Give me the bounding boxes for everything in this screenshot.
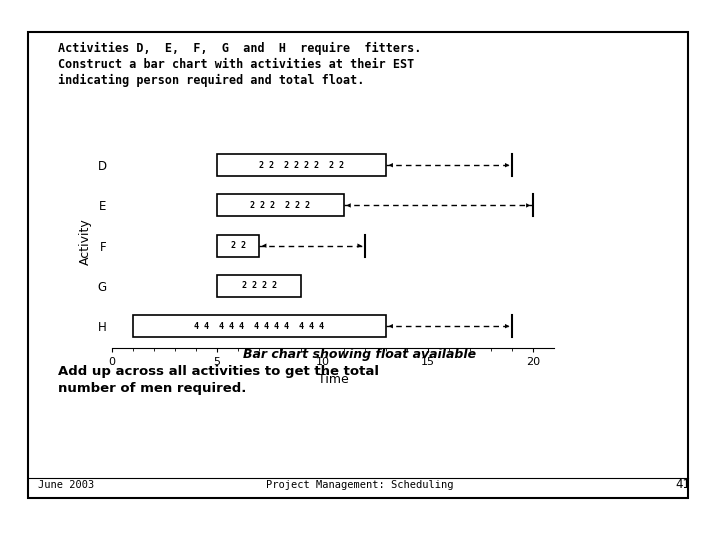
Y-axis label: Activity: Activity bbox=[79, 218, 92, 265]
Bar bbox=[217, 275, 302, 297]
Text: June 2003: June 2003 bbox=[38, 480, 94, 490]
Text: 2 2: 2 2 bbox=[230, 241, 246, 250]
Text: 2 2  2 2 2 2  2 2: 2 2 2 2 2 2 2 2 bbox=[259, 161, 344, 170]
Text: 2 2 2 2: 2 2 2 2 bbox=[242, 281, 276, 291]
Bar bbox=[28, 32, 688, 498]
Bar bbox=[217, 234, 259, 256]
Text: Bar chart showing float available: Bar chart showing float available bbox=[243, 348, 477, 361]
Text: Activities D,  E,  F,  G  and  H  require  fitters.: Activities D, E, F, G and H require fitt… bbox=[58, 42, 421, 55]
X-axis label: Time: Time bbox=[318, 373, 348, 386]
Text: number of men required.: number of men required. bbox=[58, 382, 246, 395]
Text: 2 2 2  2 2 2: 2 2 2 2 2 2 bbox=[251, 201, 310, 210]
Text: 4 4  4 4 4  4 4 4 4  4 4 4: 4 4 4 4 4 4 4 4 4 4 4 4 bbox=[194, 322, 324, 330]
Bar bbox=[217, 194, 343, 217]
Text: 41: 41 bbox=[675, 478, 690, 491]
Text: Add up across all activities to get the total: Add up across all activities to get the … bbox=[58, 365, 379, 378]
Text: indicating person required and total float.: indicating person required and total flo… bbox=[58, 74, 364, 87]
Text: Project Management: Scheduling: Project Management: Scheduling bbox=[266, 480, 454, 490]
Bar bbox=[132, 315, 386, 338]
Bar bbox=[217, 154, 386, 176]
Text: Construct a bar chart with activities at their EST: Construct a bar chart with activities at… bbox=[58, 58, 414, 71]
